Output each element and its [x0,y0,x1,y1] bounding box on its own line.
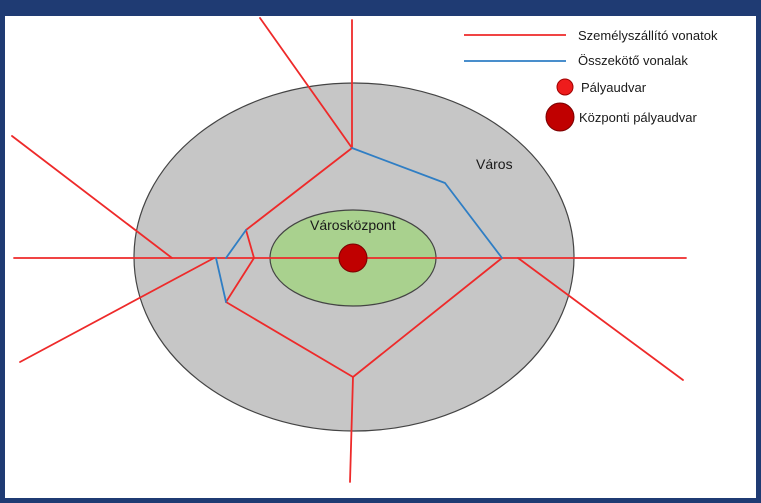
passenger-line-south-east [517,257,684,381]
legend-connector-line-label: Összekötő vonalak [578,53,688,68]
passenger-line-south [349,376,354,483]
passenger-lines [11,17,687,483]
legend: Személyszállító vonatok Összekötő vonala… [464,28,718,132]
legend-station-symbol [556,78,574,96]
passenger-line-west-lower [19,257,215,363]
frame-right-border [756,0,761,503]
connector-line-east [351,147,503,259]
legend-central-station-label: Központi pályaudvar [579,110,697,125]
frame-top-bar [0,0,761,16]
connector-line-west-upper [225,229,247,259]
passenger-line-inner-west [225,257,503,378]
legend-central-station-symbol [545,102,575,132]
city-label: Város [476,156,513,172]
frame-bottom-border [0,498,761,503]
frame-left-border [0,0,5,503]
legend-passenger-line-label: Személyszállító vonatok [578,28,718,43]
passenger-line-north-west [259,17,353,149]
connector-lines [215,147,503,303]
passenger-line-west-upper [11,135,173,259]
connector-line-west-lower [215,257,227,303]
city-center-label: Városközpont [310,217,396,233]
central-station-marker [338,243,368,273]
legend-station-label: Pályaudvar [581,80,647,95]
